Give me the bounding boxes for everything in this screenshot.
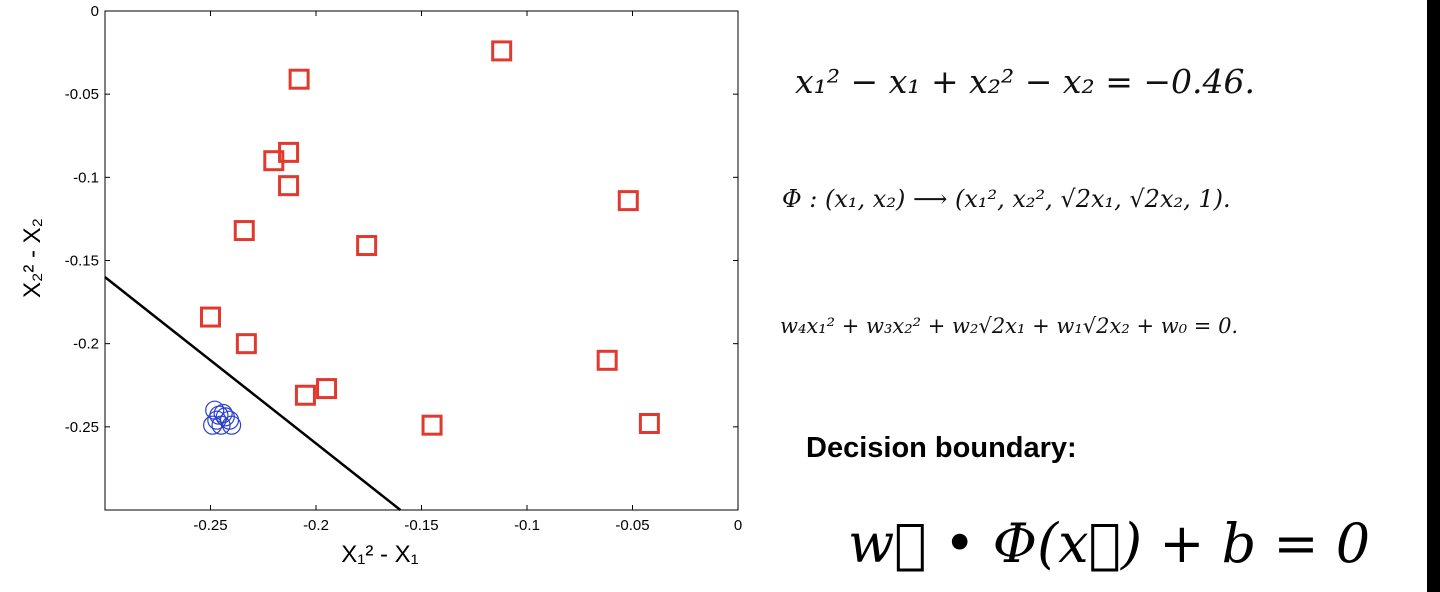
equation-circle: x₁² − x₁ + x₂² − x₂ = −0.46. [795, 62, 1255, 101]
decision-boundary-title: Decision boundary: [806, 432, 1077, 464]
y-axis-title: X₂² - X₂ [19, 218, 46, 298]
square-point [235, 333, 257, 355]
boundary-line-layer [104, 276, 402, 511]
square-point [596, 349, 618, 371]
square-point [200, 306, 221, 328]
y-tick-label: -0.25 [65, 419, 99, 436]
plot-area [104, 10, 739, 511]
square-point [233, 220, 255, 242]
tick-marks [105, 10, 739, 510]
square-point [491, 40, 513, 62]
data-points [200, 40, 660, 436]
y-tick-label: -0.15 [65, 253, 99, 270]
square-point [356, 235, 378, 257]
square-point [316, 378, 338, 400]
circle-point [215, 407, 235, 427]
decision-boundary-line [104, 276, 402, 511]
square-point [278, 175, 300, 197]
right-border [1427, 0, 1440, 592]
square-point [288, 68, 310, 90]
x-tick-label: 0 [734, 517, 742, 534]
decision-boundary-equation: w⃗ • Φ(x⃗) + b = 0 [848, 512, 1371, 575]
x-axis-title: X₁² - X₁ [341, 541, 419, 568]
x-tick-label: -0.25 [193, 517, 227, 534]
tick-labels: -0.25 -0.2 -0.15 -0.1 -0.05 0 0 -0.05 -0.1 -0.15 -… [65, 3, 742, 534]
square-point [617, 190, 639, 212]
square-point [421, 414, 443, 436]
equation-linear-form: w₄x₁² + w₃x₂² + w₂√2x₁ + w₁√2x₂ + w₀ = 0… [780, 314, 1239, 338]
circle-point [209, 405, 229, 425]
square-point [263, 150, 285, 172]
plot-frame [104, 10, 739, 511]
y-tick-label: -0.2 [73, 336, 99, 353]
x-tick-label: -0.2 [303, 517, 329, 534]
scatter-plot: -0.25 -0.2 -0.15 -0.1 -0.05 0 0 -0.05 -0.1 -0.15 -… [19, 3, 742, 568]
square-point [638, 413, 660, 435]
y-tick-label: 0 [91, 3, 99, 20]
x-tick-label: -0.05 [615, 517, 649, 534]
square-point [294, 384, 316, 406]
x-tick-label: -0.15 [404, 517, 438, 534]
x-tick-label: -0.1 [514, 517, 540, 534]
y-tick-label: -0.05 [65, 86, 99, 103]
y-tick-label: -0.1 [73, 169, 99, 186]
equation-feature-map: Φ : (x₁, x₂) ⟶ (x₁², x₂², √2x₁, √2x₂, 1)… [782, 185, 1231, 213]
